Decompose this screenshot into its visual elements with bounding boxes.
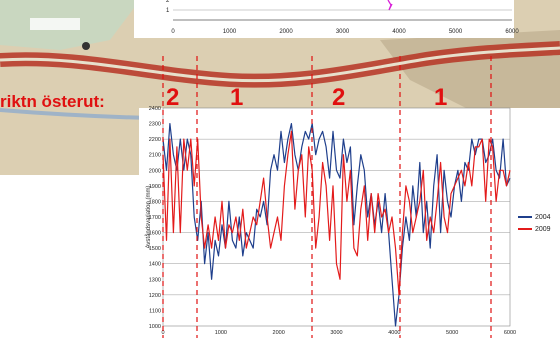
y-tick-label: 1700 — [149, 215, 161, 221]
main-y-ticks: 1000 1100 1200 1300 1400 1500 1600 1700 1800 1900… — [149, 106, 161, 330]
x-tick-label: 3000 — [330, 330, 342, 336]
main-chart: 1000 1100 1200 1300 1400 1500 1600 1700 1800 1900… — [139, 106, 560, 338]
y-tick-label: 2000 — [149, 168, 161, 174]
y-axis-label: Avståndsvariation (mm) — [145, 186, 152, 249]
x-tick-label: 4000 — [388, 330, 400, 336]
y-tick-label: 1400 — [149, 262, 161, 268]
top-x-tick: 4000 — [392, 29, 406, 35]
y-tick-label: 1300 — [149, 277, 161, 283]
main-x-ticks: 0 1000 2000 3000 4000 5000 6000 — [161, 330, 516, 336]
y-tick-label: 1900 — [149, 184, 161, 190]
top-x-tick: 3000 — [336, 29, 350, 35]
legend-label: 2004 — [535, 213, 551, 221]
top-chart: 1 2 0 1000 2000 3000 4000 5000 6000 — [134, 0, 519, 38]
section-label: 2 — [166, 84, 180, 111]
series-layer — [162, 122, 511, 327]
legend-swatch — [518, 216, 532, 218]
direction-label: riktn österut: — [0, 92, 105, 111]
y-tick-label: 1800 — [149, 199, 161, 205]
top-x-tick: 6000 — [505, 29, 519, 35]
main-plot-area — [162, 107, 511, 327]
map-road-centerline — [0, 46, 560, 83]
y-tick-label: 1200 — [149, 293, 161, 299]
map-pin — [82, 42, 90, 50]
legend-entry-2009: 2009 — [518, 223, 551, 235]
y-tick-label: 2100 — [149, 153, 161, 159]
x-tick-label: 2000 — [273, 330, 285, 336]
section-markers — [162, 56, 492, 338]
y-tick-label: 2200 — [149, 137, 161, 143]
x-tick-label: 1000 — [215, 330, 227, 336]
legend-swatch — [518, 228, 532, 230]
section-label: 1 — [230, 84, 244, 111]
x-tick-label: 5000 — [446, 330, 458, 336]
y-tick-label: 1000 — [149, 324, 161, 330]
x-tick-label: 0 — [161, 330, 164, 336]
top-y-tick: 1 — [166, 8, 170, 14]
top-x-tick: 2000 — [279, 29, 293, 35]
top-x-tick: 0 — [171, 29, 175, 35]
y-tick-label: 1100 — [149, 308, 161, 314]
map-label-box — [30, 18, 80, 30]
y-tick-label: 2400 — [149, 106, 161, 112]
top-chart-trace — [387, 0, 393, 11]
section-label: 2 — [332, 84, 346, 111]
top-chart-panel — [134, 0, 514, 38]
main-chart-panel — [139, 108, 560, 338]
legend-entry-2004: 2004 — [518, 211, 551, 223]
top-x-tick: 1000 — [223, 29, 237, 35]
top-y-tick: 2 — [166, 0, 170, 4]
legend-label: 2009 — [535, 225, 551, 233]
y-tick-label: 1600 — [149, 231, 161, 237]
y-tick-label: 2300 — [149, 122, 161, 128]
top-x-tick: 5000 — [449, 29, 463, 35]
series-line-2004 — [162, 122, 511, 327]
y-tick-label: 1500 — [149, 246, 161, 252]
series-line-2009 — [162, 130, 511, 296]
section-label: 1 — [434, 84, 448, 111]
x-tick-label: 6000 — [504, 330, 516, 336]
